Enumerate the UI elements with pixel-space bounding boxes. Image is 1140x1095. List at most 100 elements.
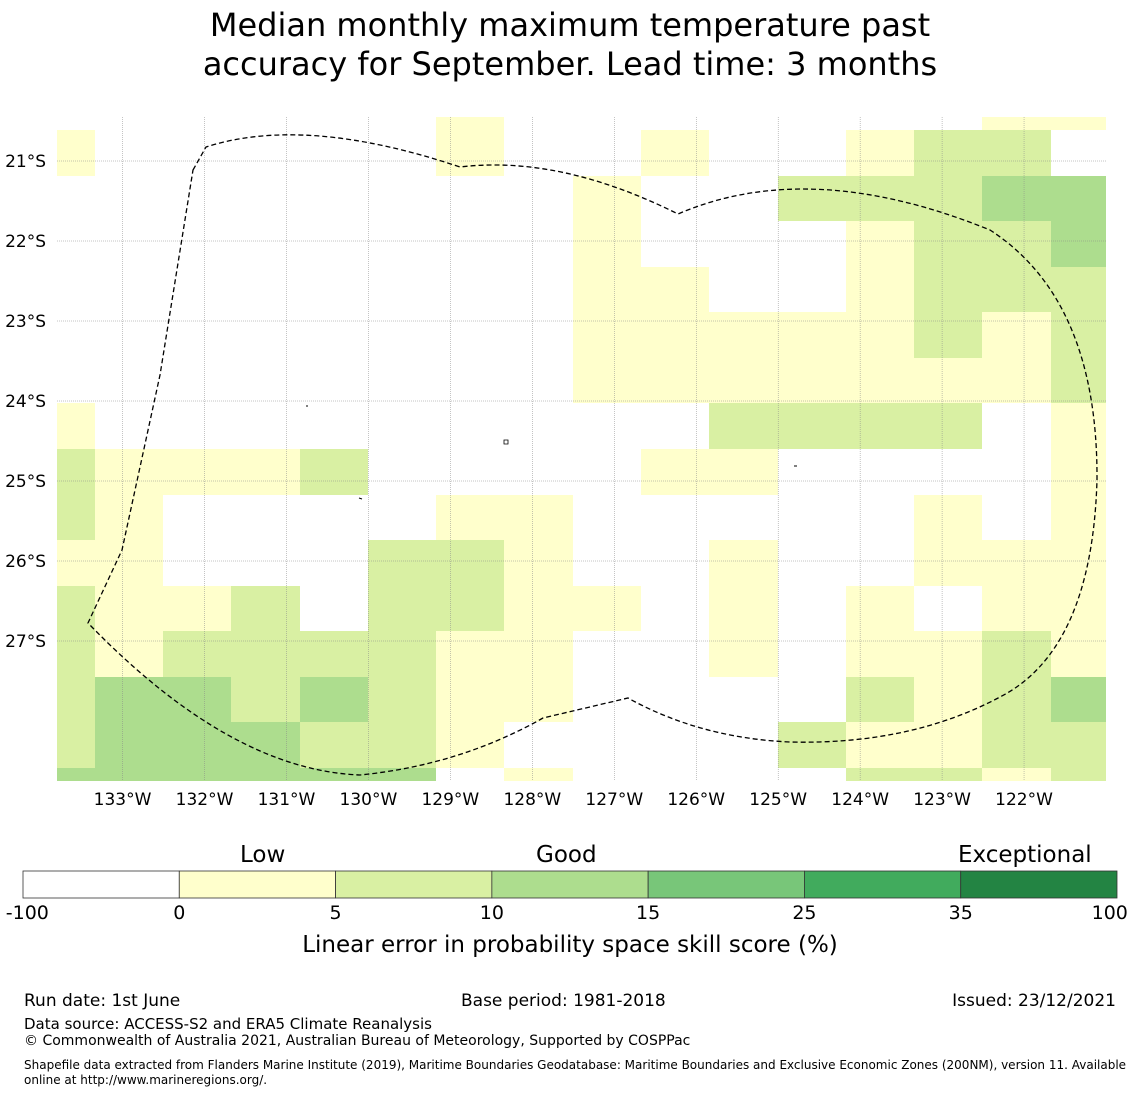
grid-cell <box>436 722 504 768</box>
grid-cells <box>57 117 1106 781</box>
grid-cell <box>1051 677 1106 722</box>
grid-cell <box>504 677 573 722</box>
grid-cell <box>163 631 231 677</box>
grid-cell <box>231 449 300 495</box>
grid-cell <box>778 403 846 449</box>
latitude-tick-label: 25°S <box>5 472 46 492</box>
latitude-tick-label: 27°S <box>5 632 46 652</box>
grid-cell <box>846 176 914 221</box>
grid-cell <box>914 176 982 221</box>
grid-cell <box>1051 221 1106 267</box>
grid-cell <box>778 722 846 768</box>
grid-cell <box>709 403 778 449</box>
grid-cell <box>846 221 914 267</box>
grid-cell <box>95 631 163 677</box>
grid-cell <box>1051 495 1106 540</box>
eez-boundary <box>87 134 1098 776</box>
colorbar-segment <box>647 870 805 899</box>
grid-cell <box>300 631 368 677</box>
colorbar-tick-label: -100 <box>5 902 49 924</box>
grid-cell <box>1051 403 1106 449</box>
grid-cell <box>368 677 436 722</box>
latitude-tick-labels: 21°S 22°S 23°S 24°S 25°S 26°S 27°S <box>5 152 46 652</box>
grid-cell <box>982 312 1051 358</box>
colorbar-tick-label: 15 <box>636 902 661 924</box>
copyright: © Commonwealth of Australia 2021, Austra… <box>24 1033 691 1049</box>
grid-cell <box>57 495 95 540</box>
grid-cell <box>231 586 300 631</box>
grid-cell <box>504 768 573 781</box>
grid-cell <box>1051 176 1106 221</box>
longitude-tick-label: 123°W <box>913 790 971 810</box>
run-date: Run date: 1st June <box>24 991 181 1011</box>
grid-cell <box>778 312 846 358</box>
grid-cell <box>368 540 436 586</box>
colorbar-tick-label: 0 <box>173 902 186 924</box>
grid-cell <box>982 631 1051 677</box>
base-period: Base period: 1981-2018 <box>461 991 666 1011</box>
island-mark <box>503 439 509 445</box>
grid-cell <box>982 586 1051 631</box>
grid-cell <box>95 768 163 781</box>
grid-cell <box>982 221 1051 267</box>
grid-cell <box>846 768 914 781</box>
grid-cell <box>163 449 231 495</box>
grid-cell <box>982 130 1051 176</box>
grid-cell <box>846 677 914 722</box>
grid-cell <box>368 586 436 631</box>
longitude-tick-label: 130°W <box>340 790 398 810</box>
grid-cell <box>368 631 436 677</box>
grid-cell <box>982 117 1051 130</box>
grid-cell <box>300 768 368 781</box>
grid-cell <box>914 221 982 267</box>
grid-cell <box>914 768 982 781</box>
longitude-tick-label: 122°W <box>995 790 1053 810</box>
grid-cell <box>641 449 709 495</box>
grid-cell <box>982 722 1051 768</box>
shapefile-credit: Shapefile data extracted from Flanders M… <box>24 1058 1127 1087</box>
grid-cell <box>914 540 982 586</box>
data-source: Data source: ACCESS-S2 and ERA5 Climate … <box>24 1015 432 1033</box>
longitude-tick-labels: 133°W 132°W 131°W 130°W 129°W 128°W 127°W 126°W… <box>94 790 1053 810</box>
grid-cell <box>57 722 95 768</box>
grid-cell <box>573 312 641 358</box>
grid-cell <box>95 586 163 631</box>
grid-cell <box>709 586 778 631</box>
grid-cell <box>1051 768 1106 781</box>
skill-map: 133°W 132°W 131°W 130°W 129°W 128°W 127°W 126°W… <box>5 117 1106 810</box>
colorbar-segment <box>22 870 180 899</box>
colorbar-tick-label: 100 <box>1091 902 1128 924</box>
colorbar-segments <box>22 870 1118 899</box>
grid-cell <box>57 403 95 449</box>
grid-cell <box>709 312 778 358</box>
grid-cell <box>846 722 914 768</box>
grid-cell <box>982 540 1051 586</box>
grid-cell <box>709 358 778 403</box>
grid-cell <box>163 722 231 768</box>
colorbar-tick-label: 10 <box>479 902 504 924</box>
latitude-tick-label: 26°S <box>5 552 46 572</box>
colorbar-category-exceptional: Exceptional <box>958 842 1092 868</box>
grid-cell <box>504 495 573 540</box>
latitude-tick-label: 24°S <box>5 392 46 412</box>
grid-cell <box>846 358 914 403</box>
issued-date: Issued: 23/12/2021 <box>952 991 1116 1011</box>
grid-cell <box>778 358 846 403</box>
grid-cell <box>914 267 982 312</box>
colorbar-category-good: Good <box>536 842 597 868</box>
grid-cell <box>436 631 504 677</box>
title-line-1: Median monthly maximum temperature past <box>209 6 931 44</box>
colorbar-segment <box>335 870 493 899</box>
grid-cell <box>95 677 163 722</box>
grid-cell <box>573 221 641 267</box>
grid-cell <box>504 631 573 677</box>
grid-cell <box>436 130 504 176</box>
grid-cell <box>300 722 368 768</box>
grid-cell <box>231 768 300 781</box>
colorbar-segment <box>491 870 649 899</box>
grid-cell <box>436 540 504 586</box>
grid-cell <box>95 722 163 768</box>
grid-cell <box>57 130 95 176</box>
grid-cell <box>57 677 95 722</box>
colorbar-category-low: Low <box>240 842 286 868</box>
